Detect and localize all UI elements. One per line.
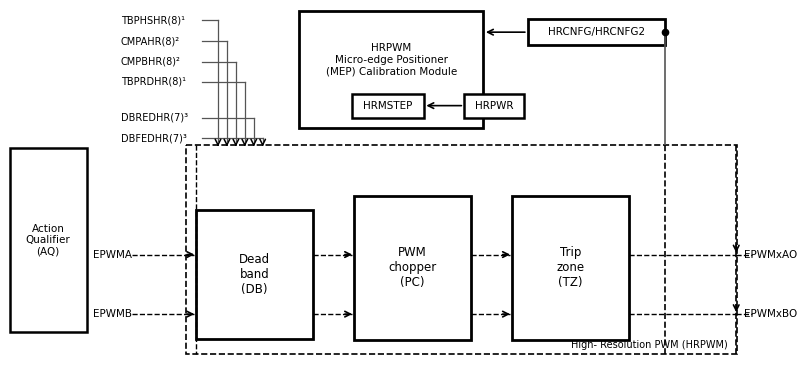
Text: EPWMB: EPWMB [93,309,132,319]
Text: EPWMxBO: EPWMxBO [744,309,797,319]
Text: High- Resolution PWM (HRPWM): High- Resolution PWM (HRPWM) [571,340,727,350]
Text: HRCNFG/HRCNFG2: HRCNFG/HRCNFG2 [547,27,645,37]
Bar [512,196,629,340]
Text: HRPWM
Micro-edge Positioner
(MEP) Calibration Module: HRPWM Micro-edge Positioner (MEP) Calibr… [325,44,457,77]
Bar [299,11,483,129]
Text: Dead
band
(DB): Dead band (DB) [239,253,270,296]
Text: DBFEDHR(7)³: DBFEDHR(7)³ [121,133,187,143]
Bar [354,196,471,340]
Bar [187,146,737,354]
Bar [464,94,524,117]
Text: Trip
zone
(TZ): Trip zone (TZ) [556,246,585,290]
Text: CMPAHR(8)²: CMPAHR(8)² [121,36,180,46]
Text: TBPHSHR(8)¹: TBPHSHR(8)¹ [121,15,185,25]
Text: EPWMxAO: EPWMxAO [744,249,797,259]
Text: Action
Qualifier
(AQ): Action Qualifier (AQ) [26,224,71,257]
Text: EPWMA: EPWMA [93,249,132,259]
Text: CMPBHR(8)²: CMPBHR(8)² [121,57,181,67]
Text: PWM
chopper
(PC): PWM chopper (PC) [388,246,436,290]
Text: DBREDHR(7)³: DBREDHR(7)³ [121,112,188,122]
Text: TBPRDHR(8)¹: TBPRDHR(8)¹ [121,77,186,87]
Bar [352,94,423,117]
Text: HRPWR: HRPWR [474,100,513,110]
Bar [528,19,665,45]
Text: HRMSTEP: HRMSTEP [363,100,413,110]
Bar [10,148,87,332]
Bar [196,210,313,339]
